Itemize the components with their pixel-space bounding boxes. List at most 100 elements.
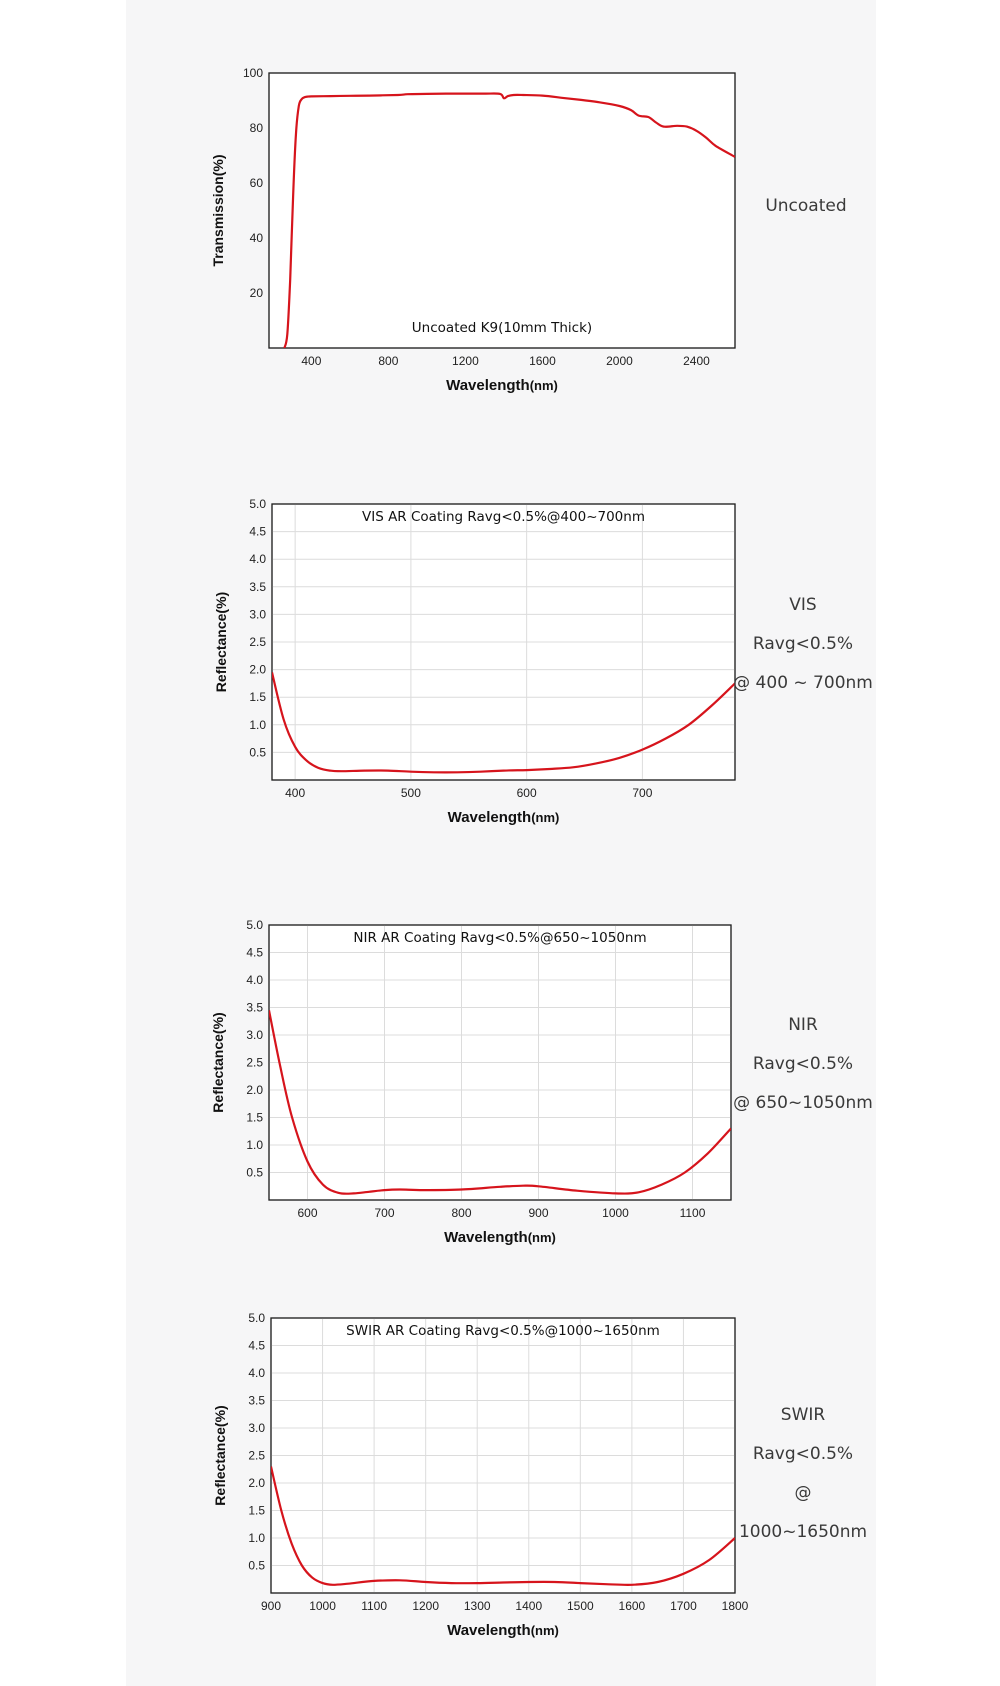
y-tick-label: 60 (250, 176, 264, 190)
plot-area (270, 1317, 736, 1594)
y-tick-label: 4.0 (248, 1366, 265, 1380)
plot-border (268, 924, 732, 1201)
x-tick-label: 800 (451, 1206, 471, 1220)
side-label-line: @ 400 ~ 700nm (733, 673, 873, 693)
side-label-vis: VIS Ravg<0.5% @ 400 ~ 700nm (728, 586, 878, 703)
y-axis-label: Transmission(%) (210, 154, 226, 266)
y-tick-label: 4.5 (249, 525, 266, 539)
x-tick-label: 1000 (602, 1206, 629, 1220)
x-tick-label: 1200 (452, 354, 479, 368)
y-tick-label: 5.0 (246, 918, 263, 932)
x-tick-label: 1700 (670, 1599, 697, 1613)
x-tick-label: 700 (374, 1206, 394, 1220)
x-tick-label: 1300 (464, 1599, 491, 1613)
x-tick-label: 600 (297, 1206, 317, 1220)
y-tick-label: 1.0 (249, 718, 266, 732)
y-tick-label: 2.0 (246, 1083, 263, 1097)
x-tick-label: 1500 (567, 1599, 594, 1613)
plot-border (270, 1317, 736, 1594)
side-label-line: Uncoated (765, 196, 847, 216)
side-label-nir: NIR Ravg<0.5% @ 650~1050nm (728, 1006, 878, 1123)
side-label-line: NIR (788, 1015, 818, 1035)
y-tick-label: 1.0 (248, 1531, 265, 1545)
side-label-line: Ravg<0.5% (752, 1054, 854, 1074)
x-tick-label: 2000 (606, 354, 633, 368)
x-tick-label: 1800 (722, 1599, 749, 1613)
y-tick-label: 4.0 (246, 973, 263, 987)
y-tick-label: 3.0 (246, 1028, 263, 1042)
series-line (269, 1010, 731, 1195)
y-tick-label: 40 (250, 231, 264, 245)
y-tick-label: 5.0 (249, 497, 266, 511)
y-tick-label: 3.5 (246, 1001, 263, 1015)
chart-title: NIR AR Coating Ravg<0.5%@650~1050nm (353, 930, 646, 946)
y-axis-label: Reflectance(%) (212, 1405, 228, 1505)
uncoated-transmission-panel: 400 800 1200 1600 2000 2400 20 40 60 80 100 Wavelen… (126, 0, 876, 420)
x-axis-label: Wavelength(nm) (447, 1622, 559, 1639)
side-label-line: VIS (789, 595, 817, 615)
side-label-swir: SWIR Ravg<0.5% @ 1000~1650nm (728, 1396, 878, 1552)
y-tick-label: 1.0 (246, 1138, 263, 1152)
series-line (272, 672, 735, 774)
uncoated-transmission-chart: 400 800 1200 1600 2000 2400 20 40 60 80 100 Wavelen… (210, 66, 736, 394)
x-tick-label: 1100 (680, 1206, 706, 1220)
y-tick-label: 1.5 (248, 1504, 265, 1518)
side-label-line: Ravg<0.5% (752, 1444, 854, 1464)
y-tick-label: 3.0 (248, 1421, 265, 1435)
x-tick-label: 900 (528, 1206, 548, 1220)
x-tick-label: 400 (285, 786, 305, 800)
plot-area (268, 72, 736, 349)
y-tick-label: 2.0 (248, 1476, 265, 1490)
x-tick-label: 1600 (529, 354, 556, 368)
y-tick-label: 0.5 (249, 745, 266, 759)
y-tick-label: 3.5 (248, 1394, 265, 1408)
x-tick-label: 1000 (309, 1599, 336, 1613)
y-tick-label: 20 (250, 286, 264, 300)
y-axis-label: Reflectance(%) (213, 592, 229, 692)
x-tick-label: 600 (517, 786, 537, 800)
chart-title: SWIR AR Coating Ravg<0.5%@1000~1650nm (346, 1323, 660, 1339)
y-tick-label: 3.5 (249, 580, 266, 594)
x-tick-label: 1600 (619, 1599, 646, 1613)
y-tick-label: 3.0 (249, 607, 266, 621)
x-tick-label: 2400 (683, 354, 710, 368)
plot-area (271, 503, 736, 781)
x-axis-label: Wavelength(nm) (448, 809, 560, 826)
side-label-uncoated: Uncoated (731, 187, 881, 226)
x-axis-label: Wavelength(nm) (444, 1229, 556, 1246)
y-tick-label: 4.5 (248, 1339, 265, 1353)
plot-border (268, 72, 736, 349)
y-tick-label: 2.5 (248, 1449, 265, 1463)
series-line (271, 1466, 735, 1586)
page: 400 800 1200 1600 2000 2400 20 40 60 80 100 Wavelen… (126, 0, 876, 1686)
x-tick-label: 1400 (515, 1599, 542, 1613)
y-tick-label: 0.5 (246, 1166, 263, 1180)
y-axis-label: Reflectance(%) (210, 1012, 226, 1112)
y-tick-label: 0.5 (248, 1559, 265, 1573)
plot-area (268, 924, 732, 1201)
y-tick-label: 100 (243, 66, 263, 80)
y-tick-label: 2.0 (249, 663, 266, 677)
y-tick-label: 2.5 (246, 1056, 263, 1070)
chart-title: VIS AR Coating Ravg<0.5%@400~700nm (362, 509, 645, 525)
y-tick-label: 1.5 (246, 1111, 263, 1125)
x-tick-label: 800 (378, 354, 398, 368)
series-line (283, 92, 735, 348)
side-label-line: Ravg<0.5% (752, 634, 854, 654)
x-tick-label: 700 (632, 786, 652, 800)
plot-border (271, 503, 736, 781)
x-tick-label: 400 (301, 354, 321, 368)
y-tick-label: 4.0 (249, 552, 266, 566)
y-tick-label: 1.5 (249, 690, 266, 704)
x-tick-label: 500 (401, 786, 421, 800)
x-axis-label: Wavelength(nm) (446, 377, 558, 394)
side-label-line: @ 650~1050nm (733, 1093, 873, 1113)
y-tick-label: 2.5 (249, 635, 266, 649)
side-label-line: @ 1000~1650nm (738, 1483, 868, 1542)
x-tick-label: 900 (261, 1599, 281, 1613)
x-tick-label: 1200 (412, 1599, 439, 1613)
y-tick-label: 5.0 (248, 1311, 265, 1325)
x-tick-label: 1100 (361, 1599, 387, 1613)
y-tick-label: 4.5 (246, 946, 263, 960)
chart-title: Uncoated K9(10mm Thick) (412, 320, 592, 336)
